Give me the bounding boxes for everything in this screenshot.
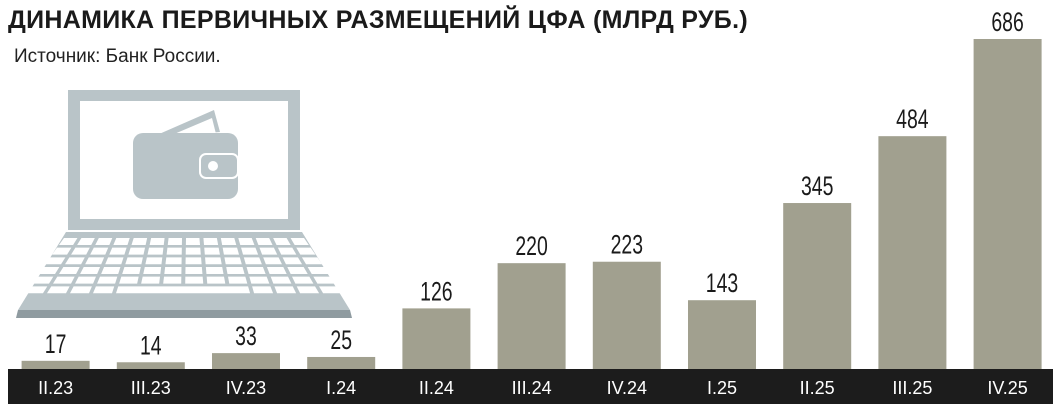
bar-II.23 — [21, 360, 90, 369]
bar-III.25 — [878, 136, 947, 369]
tick-label-I.24: I.24 — [326, 378, 356, 398]
value-label-II.25: 345 — [801, 171, 833, 201]
tick-labels-group: II.23 III.23 IV.23 I.24 II.24 III.24 IV.24 I.25… — [38, 378, 1028, 398]
value-labels-group: 17 14 33 25 126 220 223 143 345 484 686 — [45, 7, 1024, 360]
bar-III.23 — [116, 362, 185, 369]
laptop-base-edge — [16, 310, 352, 318]
tick-label-IV.24: IV.24 — [607, 378, 647, 398]
value-label-III.23: 14 — [140, 330, 162, 360]
bar-III.24 — [497, 263, 566, 369]
bars-group — [21, 39, 1042, 369]
bar-IV.24 — [592, 261, 661, 369]
tick-label-III.24: III.24 — [512, 378, 552, 398]
tick-label-IV.25: IV.25 — [987, 378, 1027, 398]
bar-I.24 — [307, 356, 376, 369]
keyboard-keys — [23, 238, 343, 294]
value-label-IV.25: 686 — [991, 7, 1023, 37]
value-label-III.25: 484 — [896, 104, 928, 134]
tick-label-IV.23: IV.23 — [226, 378, 266, 398]
bar-II.24 — [402, 308, 471, 369]
value-label-I.25: 143 — [706, 268, 738, 298]
chart-title: ДИНАМИКА ПЕРВИЧНЫХ РАЗМЕЩЕНИЙ ЦФА (МЛРД … — [8, 6, 748, 34]
value-label-IV.24: 223 — [611, 230, 643, 260]
bar-IV.25 — [973, 39, 1042, 369]
value-label-III.24: 220 — [515, 231, 547, 261]
tick-label-I.25: I.25 — [707, 378, 737, 398]
bar-II.25 — [783, 203, 852, 369]
x-axis-band — [8, 369, 1053, 404]
tick-label-III.25: III.25 — [892, 378, 932, 398]
tick-label-III.23: III.23 — [131, 378, 171, 398]
tick-label-II.23: II.23 — [38, 378, 73, 398]
value-label-II.23: 17 — [45, 329, 67, 359]
bar-IV.23 — [212, 353, 280, 369]
value-label-II.24: 126 — [420, 276, 452, 306]
value-label-I.24: 25 — [330, 325, 352, 355]
tick-label-II.25: II.25 — [800, 378, 835, 398]
wallet-icon — [133, 110, 239, 199]
tick-label-II.24: II.24 — [419, 378, 454, 398]
bar-I.25 — [688, 300, 756, 369]
laptop-with-wallet-icon — [16, 90, 352, 318]
source-note: Источник: Банк России. — [14, 46, 221, 67]
value-label-IV.23: 33 — [235, 321, 257, 351]
